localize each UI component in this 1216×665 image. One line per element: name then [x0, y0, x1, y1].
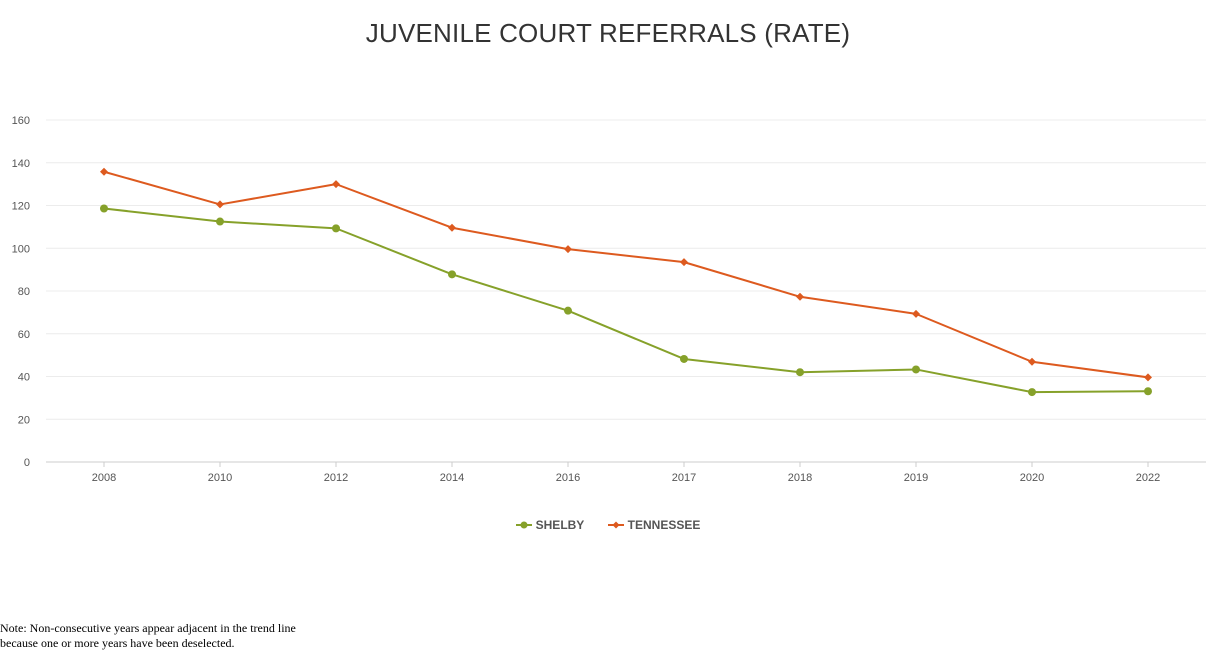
x-tick-label: 2019 [904, 472, 928, 484]
data-point-shelby [448, 270, 456, 279]
data-point-tennessee [796, 292, 804, 301]
y-tick-label: 0 [24, 457, 30, 469]
data-point-tennessee [680, 258, 688, 267]
legend-marker-tennessee [607, 521, 624, 529]
data-point-tennessee [216, 200, 224, 209]
legend: SHELBY TENNESSEE [0, 518, 1216, 533]
data-point-shelby [796, 368, 804, 377]
x-tick-label: 2016 [556, 472, 580, 484]
series-lines [103, 170, 1149, 394]
gridlines [46, 119, 1206, 420]
series-markers [100, 167, 1152, 397]
data-point-shelby [1028, 388, 1036, 397]
footnote-line-2: because one or more years have been dese… [0, 636, 235, 650]
legend-item-tennessee[interactable]: TENNESSEE [607, 518, 701, 532]
series-line-tennessee [103, 170, 1149, 379]
y-tick-label: 80 [18, 286, 30, 298]
x-tick-label: 2022 [1136, 472, 1160, 484]
x-tick-label: 2018 [788, 472, 812, 484]
y-axis: 0 20 40 60 80 100 120 140 160 [12, 115, 30, 469]
x-tick-label: 2014 [440, 472, 464, 484]
legend-label-tennessee: TENNESSEE [627, 518, 701, 532]
y-tick-label: 100 [12, 243, 30, 255]
legend-item-shelby[interactable]: SHELBY [515, 518, 585, 532]
x-tick-label: 2012 [324, 472, 348, 484]
data-point-tennessee [912, 309, 920, 318]
y-tick-label: 20 [18, 414, 30, 426]
x-tick-label: 2020 [1020, 472, 1044, 484]
footnote: Note: Non-consecutive years appear adjac… [0, 621, 340, 651]
data-point-shelby [1144, 387, 1152, 396]
data-point-shelby [680, 354, 688, 363]
data-point-tennessee [100, 167, 108, 176]
y-tick-label: 140 [12, 158, 30, 170]
legend-marker-shelby [515, 521, 532, 529]
data-point-tennessee [564, 245, 572, 254]
data-point-shelby [912, 365, 920, 374]
data-point-shelby [564, 306, 572, 315]
data-point-tennessee [1028, 357, 1036, 366]
legend-label-shelby: SHELBY [535, 518, 585, 532]
data-point-tennessee [1144, 373, 1152, 382]
footnote-line-1: Note: Non-consecutive years appear adjac… [0, 621, 296, 635]
data-point-tennessee [332, 180, 340, 189]
y-tick-label: 60 [18, 329, 30, 341]
data-point-shelby [100, 204, 108, 213]
data-point-shelby [332, 224, 340, 233]
chart-title: JUVENILE COURT REFERRALS (RATE) [365, 18, 851, 48]
data-point-tennessee [448, 223, 456, 232]
x-tick-label: 2017 [672, 472, 696, 484]
y-tick-label: 160 [12, 115, 30, 127]
y-tick-label: 40 [18, 372, 30, 384]
x-tick-label: 2008 [92, 472, 116, 484]
y-tick-label: 120 [12, 201, 30, 213]
series-line-shelby [103, 207, 1149, 394]
x-axis: 2008 2010 2012 2014 2016 2017 2018 2019 2020 2022 [46, 461, 1206, 484]
x-tick-label: 2010 [208, 472, 232, 484]
data-point-shelby [216, 217, 224, 226]
